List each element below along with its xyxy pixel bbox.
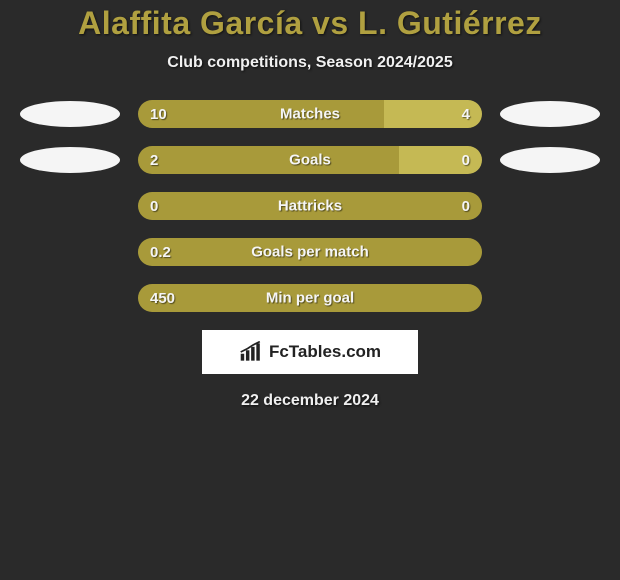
stat-value-left: 450	[150, 290, 175, 307]
stat-value-right: 0	[462, 152, 470, 169]
stat-bar: 450Min per goal	[138, 284, 482, 312]
stat-value-left: 10	[150, 106, 167, 123]
stats-region: 104Matches20Goals00Hattricks0.2Goals per…	[0, 100, 620, 312]
bar-segment-left: 00	[138, 192, 482, 220]
stat-value-left: 0.2	[150, 244, 171, 261]
stat-value-right: 0	[462, 198, 470, 215]
stat-bar: 104Matches	[138, 100, 482, 128]
player2-marker	[500, 147, 600, 173]
stat-row: 0.2Goals per match	[0, 238, 620, 266]
stat-row: 00Hattricks	[0, 192, 620, 220]
date-label: 22 december 2024	[0, 392, 620, 410]
stat-row: 20Goals	[0, 146, 620, 174]
logo-text: FcTables.com	[269, 342, 381, 362]
stat-bar: 0.2Goals per match	[138, 238, 482, 266]
bar-segment-left: 0.2	[138, 238, 482, 266]
bar-chart-icon	[239, 341, 265, 363]
comparison-infographic: Alaffita García vs L. Gutiérrez Club com…	[0, 0, 620, 410]
page-title: Alaffita García vs L. Gutiérrez	[0, 5, 620, 42]
stat-bar: 20Goals	[138, 146, 482, 174]
stat-value-left: 2	[150, 152, 158, 169]
player1-marker	[20, 147, 120, 173]
stat-row: 450Min per goal	[0, 284, 620, 312]
bar-segment-left: 450	[138, 284, 482, 312]
player2-marker	[500, 101, 600, 127]
bar-segment-left: 2	[138, 146, 399, 174]
stat-value-right: 4	[462, 106, 470, 123]
source-logo[interactable]: FcTables.com	[202, 330, 418, 374]
stat-bar: 00Hattricks	[138, 192, 482, 220]
bar-segment-left: 10	[138, 100, 384, 128]
bar-segment-right: 0	[399, 146, 482, 174]
subtitle: Club competitions, Season 2024/2025	[0, 54, 620, 72]
player1-marker	[20, 101, 120, 127]
bar-segment-right: 4	[384, 100, 482, 128]
stat-value-left: 0	[150, 198, 158, 215]
stat-row: 104Matches	[0, 100, 620, 128]
